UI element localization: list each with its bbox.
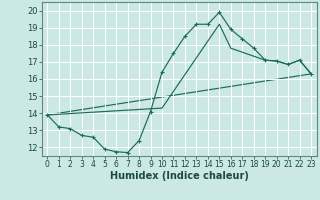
X-axis label: Humidex (Indice chaleur): Humidex (Indice chaleur)	[110, 171, 249, 181]
